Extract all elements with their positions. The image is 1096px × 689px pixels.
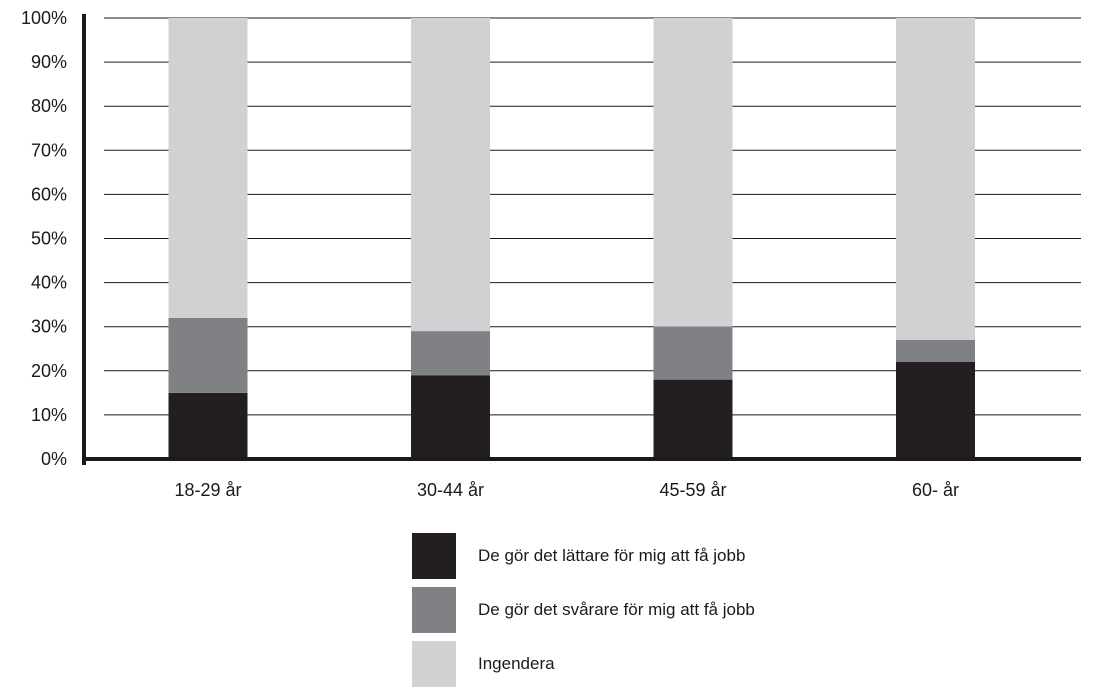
y-tick-label: 40% bbox=[31, 273, 67, 293]
y-tick-label: 60% bbox=[31, 184, 67, 204]
legend-swatch bbox=[412, 533, 456, 579]
legend-item: Ingendera bbox=[412, 641, 755, 687]
bar-segment bbox=[896, 339, 975, 362]
y-tick-label: 80% bbox=[31, 96, 67, 116]
x-tick-label: 60- år bbox=[912, 480, 959, 500]
bar-segment bbox=[411, 331, 490, 376]
bar-segment bbox=[653, 379, 733, 459]
axes bbox=[82, 14, 1081, 465]
x-tick-labels: 18-29 år 30-44 år 45-59 år 60- år bbox=[174, 480, 959, 500]
y-tick-label: 0% bbox=[41, 449, 67, 469]
x-tick-label: 30-44 år bbox=[417, 480, 484, 500]
bar-segment bbox=[896, 361, 975, 459]
legend-item: De gör det lättare för mig att få jobb bbox=[412, 533, 755, 579]
y-tick-label: 30% bbox=[31, 317, 67, 337]
bar-segment bbox=[168, 392, 248, 459]
y-tick-label: 70% bbox=[31, 140, 67, 160]
y-tick-label: 100% bbox=[21, 8, 67, 28]
bar-segment bbox=[168, 18, 248, 318]
legend-label: Ingendera bbox=[478, 654, 555, 673]
bar-segment bbox=[653, 18, 733, 327]
legend-label: De gör det lättare för mig att få jobb bbox=[478, 546, 746, 565]
bar-segment bbox=[653, 326, 733, 380]
y-tick-label: 50% bbox=[31, 229, 67, 249]
x-tick-label: 45-59 år bbox=[659, 480, 726, 500]
legend-label: De gör det svårare för mig att få jobb bbox=[478, 600, 755, 619]
legend-item: De gör det svårare för mig att få jobb bbox=[412, 587, 755, 633]
bars bbox=[168, 18, 975, 459]
stacked-bar-chart: 0% 10% 20% 30% 40% 50% 60% 70% 80% 90% 100% 18-29 … bbox=[21, 8, 1081, 500]
bar-segment bbox=[411, 18, 490, 332]
bar-segment bbox=[168, 317, 248, 393]
legend-swatch bbox=[412, 641, 456, 687]
x-tick-label: 18-29 år bbox=[174, 480, 241, 500]
bar-segment bbox=[411, 375, 490, 459]
y-tick-label: 20% bbox=[31, 361, 67, 381]
y-tick-labels: 0% 10% 20% 30% 40% 50% 60% 70% 80% 90% 100% bbox=[21, 8, 67, 469]
y-tick-label: 90% bbox=[31, 52, 67, 72]
legend-swatch bbox=[412, 587, 456, 633]
y-tick-label: 10% bbox=[31, 405, 67, 425]
legend: De gör det lättare för mig att få jobb D… bbox=[412, 533, 755, 687]
bar-segment bbox=[896, 18, 975, 340]
